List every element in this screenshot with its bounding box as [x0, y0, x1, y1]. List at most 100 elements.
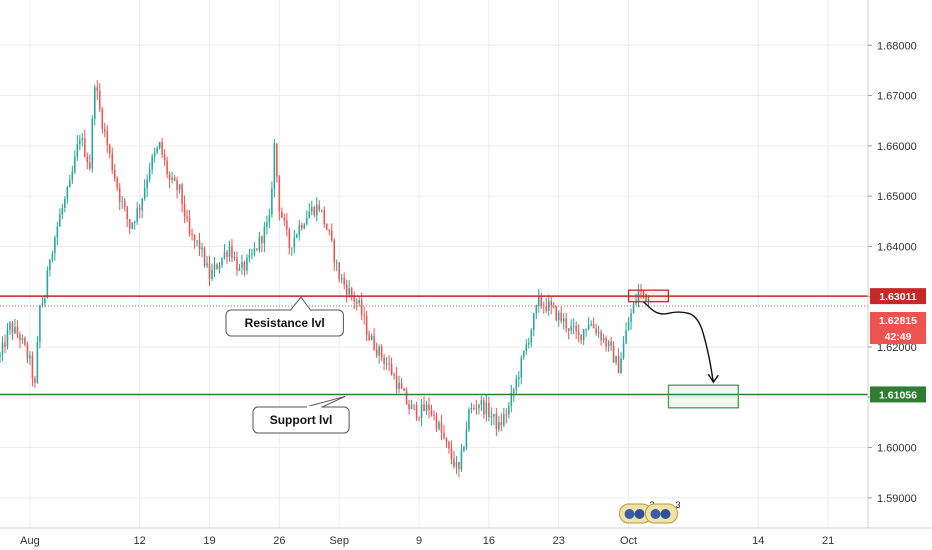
candle-body	[403, 388, 405, 392]
candle-body	[291, 247, 293, 249]
candle-body	[575, 326, 577, 332]
candle-body	[463, 447, 465, 451]
candle-body	[627, 322, 630, 331]
candle-body	[345, 284, 348, 295]
time-axis[interactable]: Aug 12 19 26 Sep 9 16 23 Oct 14 21	[0, 527, 932, 547]
event-marker[interactable]: 3	[644, 500, 680, 524]
candle-body	[44, 298, 46, 304]
candle-body	[483, 400, 485, 415]
candle-body	[131, 222, 133, 229]
candle-body	[433, 414, 435, 416]
candle-body	[438, 422, 440, 430]
support-callout[interactable]: Support lvl	[252, 395, 350, 434]
candle-body	[368, 334, 370, 340]
candle-body	[183, 204, 186, 217]
candle-body	[333, 240, 336, 263]
candle-body	[642, 290, 645, 294]
candle-body	[503, 414, 505, 426]
candle-body	[136, 208, 138, 222]
candle-body	[288, 229, 291, 249]
candle-body	[335, 262, 338, 264]
resistance-price-tag[interactable]: 1.63011	[870, 288, 926, 305]
candle-body	[420, 404, 423, 419]
candle-body	[315, 204, 318, 216]
candle-body	[11, 322, 14, 334]
candle-body	[440, 422, 443, 433]
support-price-tag-label: 1.61056	[879, 389, 917, 401]
candle-body	[111, 153, 114, 170]
candle-body	[455, 461, 458, 467]
candle-body	[39, 305, 41, 343]
candle-body	[198, 240, 201, 250]
candle-body	[313, 207, 316, 216]
price-axis-label: 1.68000	[877, 40, 917, 52]
candle-body	[213, 264, 216, 271]
candle-body	[6, 329, 9, 347]
candle-body	[570, 326, 572, 331]
candle-body	[518, 377, 520, 379]
candle-body	[423, 404, 425, 411]
candle-body	[228, 246, 231, 257]
candle-body	[622, 343, 625, 359]
candle-body	[378, 346, 380, 356]
projection-path[interactable]	[643, 301, 715, 383]
candle-body	[238, 267, 241, 271]
bar-countdown-tag[interactable]: 42:49	[870, 327, 926, 344]
time-axis-label: 26	[273, 535, 285, 547]
support-price-tag[interactable]: 1.61056	[870, 386, 926, 403]
candle-body	[311, 207, 313, 212]
candle-body	[513, 389, 515, 393]
candle-body	[560, 312, 562, 322]
flag-icon	[650, 509, 661, 519]
candle-body	[520, 357, 523, 378]
candle-body	[587, 324, 590, 330]
resistance-callout[interactable]: Resistance lvl	[225, 296, 344, 337]
candle-body	[74, 156, 76, 172]
candle-body	[380, 346, 383, 358]
candle-body	[226, 252, 228, 257]
candle-body	[630, 313, 632, 323]
resistance-price-tag-background	[870, 288, 926, 305]
candle-body	[418, 417, 420, 419]
candle-body	[263, 227, 266, 244]
time-axis-label: Oct	[620, 535, 637, 547]
price-axis-label: 1.65000	[877, 191, 917, 203]
candle-body	[340, 278, 343, 280]
target-zone-box[interactable]	[667, 384, 739, 409]
candle-body	[343, 278, 345, 285]
candle-body	[640, 290, 642, 292]
candle-body	[495, 413, 498, 429]
candle-body	[116, 178, 119, 188]
candle-body	[428, 404, 430, 411]
candle-body	[221, 257, 223, 266]
resistance-price-tag-label: 1.63011	[879, 291, 917, 303]
candle-body	[36, 342, 39, 383]
candle-body	[166, 160, 168, 175]
candle-body	[201, 247, 203, 250]
candle-body	[121, 200, 123, 202]
candle-body	[91, 118, 94, 169]
candle-body	[360, 300, 363, 316]
candle-body	[146, 179, 148, 189]
candle-body	[278, 176, 281, 212]
candle-body	[21, 337, 24, 341]
resistance-highlight-box[interactable]	[627, 289, 670, 303]
price-axis[interactable]: 1.590001.600001.610001.620001.630001.640…	[867, 0, 932, 528]
candle-body	[258, 236, 261, 250]
candle-body	[236, 257, 238, 271]
resistance-callout-box	[225, 309, 344, 337]
support-callout-box	[252, 406, 350, 434]
current-price-tag[interactable]: 1.62815	[870, 311, 926, 328]
candle-body	[133, 221, 136, 223]
candle-body	[435, 415, 438, 430]
candle-body	[271, 188, 273, 215]
price-axis-label: 1.66000	[877, 141, 917, 153]
candle-body	[41, 303, 44, 306]
candle-body	[565, 318, 567, 329]
candle-body	[567, 328, 570, 331]
candle-body	[338, 262, 340, 280]
resistance-callout-label: Resistance lvl	[245, 316, 325, 330]
candle-body	[141, 198, 143, 211]
